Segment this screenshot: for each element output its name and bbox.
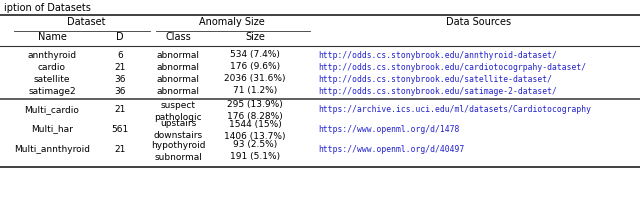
Text: cardio: cardio bbox=[38, 62, 66, 72]
Text: 2036 (31.6%): 2036 (31.6%) bbox=[224, 74, 285, 84]
Text: 176 (9.6%): 176 (9.6%) bbox=[230, 62, 280, 72]
Text: 6: 6 bbox=[117, 50, 123, 60]
Text: https://www.openml.org/d/1478: https://www.openml.org/d/1478 bbox=[318, 124, 460, 134]
Text: http://odds.cs.stonybrook.edu/cardiotocogrpahy-dataset/: http://odds.cs.stonybrook.edu/cardiotoco… bbox=[318, 62, 586, 72]
Text: 36: 36 bbox=[115, 86, 125, 96]
Text: satimage2: satimage2 bbox=[28, 86, 76, 96]
Text: 561: 561 bbox=[111, 124, 129, 134]
Text: 71 (1.2%): 71 (1.2%) bbox=[233, 86, 277, 96]
Text: Multi_har: Multi_har bbox=[31, 124, 73, 134]
Text: annthyroid: annthyroid bbox=[28, 50, 77, 60]
Text: abnormal: abnormal bbox=[157, 86, 200, 96]
Text: D: D bbox=[116, 32, 124, 42]
Text: subnormal: subnormal bbox=[154, 152, 202, 162]
Text: upstairs: upstairs bbox=[160, 119, 196, 129]
Text: 93 (2.5%): 93 (2.5%) bbox=[233, 140, 277, 150]
Text: 191 (5.1%): 191 (5.1%) bbox=[230, 152, 280, 162]
Text: Multi_cardio: Multi_cardio bbox=[24, 106, 79, 114]
Text: Class: Class bbox=[165, 32, 191, 42]
Text: https://www.openml.org/d/40497: https://www.openml.org/d/40497 bbox=[318, 146, 464, 154]
Text: 21: 21 bbox=[115, 146, 125, 154]
Text: Name: Name bbox=[38, 32, 67, 42]
Text: http://odds.cs.stonybrook.edu/annthyroid-dataset/: http://odds.cs.stonybrook.edu/annthyroid… bbox=[318, 50, 557, 60]
Text: Anomaly Size: Anomaly Size bbox=[198, 17, 264, 27]
Text: 1544 (15%): 1544 (15%) bbox=[228, 119, 282, 129]
Text: https://archive.ics.uci.edu/ml/datasets/Cardiotocography: https://archive.ics.uci.edu/ml/datasets/… bbox=[318, 106, 591, 114]
Text: 21: 21 bbox=[115, 106, 125, 114]
Text: 534 (7.4%): 534 (7.4%) bbox=[230, 50, 280, 60]
Text: abnormal: abnormal bbox=[157, 62, 200, 72]
Text: 295 (13.9%): 295 (13.9%) bbox=[227, 100, 283, 110]
Text: http://odds.cs.stonybrook.edu/satimage-2-dataset/: http://odds.cs.stonybrook.edu/satimage-2… bbox=[318, 86, 557, 96]
Text: 1406 (13.7%): 1406 (13.7%) bbox=[224, 132, 285, 140]
Text: pathologic: pathologic bbox=[154, 112, 202, 121]
Text: Data Sources: Data Sources bbox=[447, 17, 511, 27]
Text: http://odds.cs.stonybrook.edu/satellite-dataset/: http://odds.cs.stonybrook.edu/satellite-… bbox=[318, 74, 552, 84]
Text: Size: Size bbox=[245, 32, 265, 42]
Text: Dataset: Dataset bbox=[67, 17, 105, 27]
Text: hypothyroid: hypothyroid bbox=[151, 140, 205, 150]
Text: 176 (8.28%): 176 (8.28%) bbox=[227, 112, 283, 121]
Text: abnormal: abnormal bbox=[157, 50, 200, 60]
Text: suspect: suspect bbox=[161, 100, 195, 110]
Text: 21: 21 bbox=[115, 62, 125, 72]
Text: iption of Datasets: iption of Datasets bbox=[4, 3, 91, 13]
Text: Multi_annthyroid: Multi_annthyroid bbox=[14, 146, 90, 154]
Text: satellite: satellite bbox=[34, 74, 70, 84]
Text: downstairs: downstairs bbox=[154, 132, 203, 140]
Text: abnormal: abnormal bbox=[157, 74, 200, 84]
Text: 36: 36 bbox=[115, 74, 125, 84]
